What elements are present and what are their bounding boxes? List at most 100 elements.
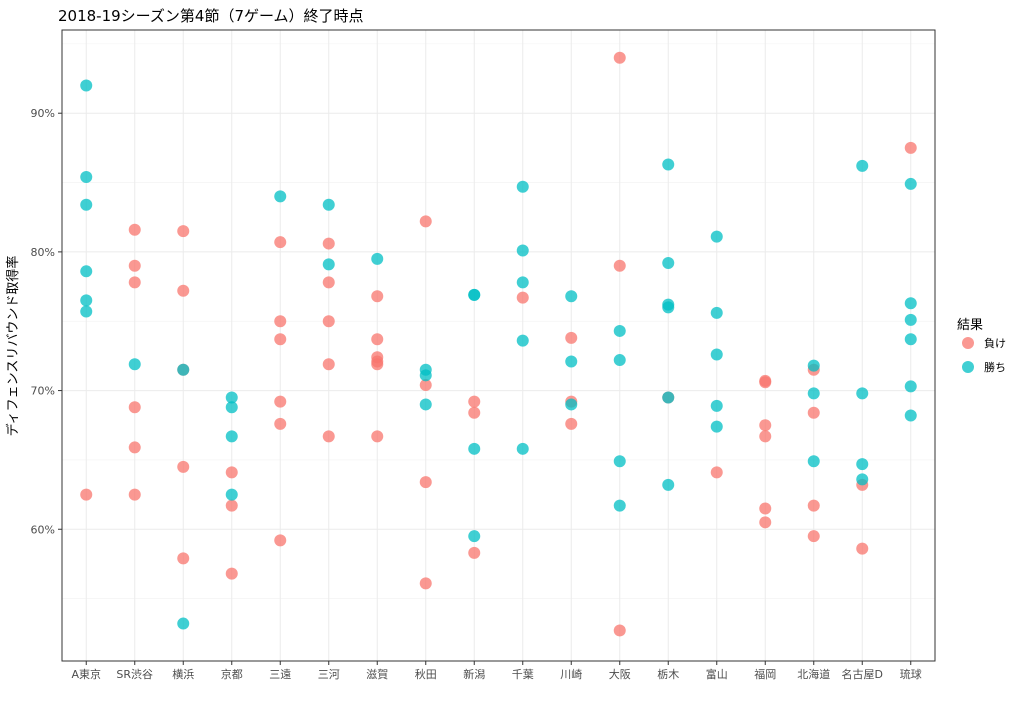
data-point (322, 358, 335, 371)
data-point (613, 499, 626, 512)
data-point (322, 198, 335, 211)
data-point (371, 358, 384, 371)
data-point (904, 141, 917, 154)
data-point (274, 315, 287, 328)
data-point (759, 376, 772, 389)
data-point (759, 430, 772, 443)
data-point (710, 399, 723, 412)
data-point (516, 442, 529, 455)
data-point (904, 380, 917, 393)
data-point (662, 478, 675, 491)
x-tick-label: 栃木 (657, 667, 679, 681)
data-point (225, 499, 238, 512)
y-tick-label: 60% (31, 523, 55, 536)
data-point (565, 355, 578, 368)
data-point (225, 488, 238, 501)
x-tick-label: 三河 (318, 668, 340, 681)
data-point (80, 305, 93, 318)
x-tick-label: 福岡 (754, 667, 776, 681)
data-point (322, 258, 335, 271)
data-point (613, 354, 626, 367)
data-point (613, 455, 626, 468)
data-point (371, 430, 384, 443)
data-point (613, 624, 626, 637)
data-point (710, 348, 723, 361)
data-point (322, 315, 335, 328)
data-point (177, 284, 190, 297)
minor-gridlines (62, 43, 935, 599)
data-point (856, 458, 869, 471)
data-point (419, 577, 432, 590)
y-axis: 60% 70% 80% 90% (31, 107, 62, 536)
data-point (807, 387, 820, 400)
x-tick-label: 千葉 (512, 667, 534, 681)
plot-border (61, 29, 936, 662)
data-point (225, 401, 238, 414)
y-axis-label: ディフェンスリバウンド取得率 (5, 256, 21, 437)
data-point (904, 177, 917, 190)
data-point (80, 294, 93, 307)
data-point (177, 460, 190, 473)
x-tick-label: 三遠 (269, 668, 291, 681)
data-point (516, 276, 529, 289)
data-point (468, 530, 481, 543)
data-point (128, 259, 141, 272)
data-point (759, 419, 772, 432)
data-point (322, 430, 335, 443)
data-point (565, 398, 578, 411)
data-point (565, 331, 578, 344)
data-point (128, 441, 141, 454)
data-point (322, 276, 335, 289)
data-point (274, 534, 287, 547)
data-point (371, 290, 384, 303)
data-point (419, 379, 432, 392)
data-point (565, 417, 578, 430)
data-point (710, 466, 723, 479)
major-gridlines (62, 30, 935, 661)
data-point (565, 290, 578, 303)
data-point (807, 359, 820, 372)
data-point (516, 180, 529, 193)
x-tick-label: 富山 (706, 667, 728, 681)
data-points (80, 51, 917, 637)
data-point (904, 313, 917, 326)
x-tick-label: 秋田 (415, 667, 437, 681)
data-point (662, 391, 675, 404)
legend-title: 結果 (957, 318, 983, 333)
data-point (662, 301, 675, 314)
x-tick-label: 滋賀 (366, 668, 388, 681)
data-point (807, 530, 820, 543)
plot-panel (62, 30, 935, 661)
data-point (177, 363, 190, 376)
x-tick-label: 琉球 (900, 667, 922, 681)
data-point (662, 256, 675, 269)
x-tick-label: 新潟 (463, 667, 485, 681)
data-point (710, 230, 723, 243)
data-point (516, 244, 529, 257)
data-point (274, 190, 287, 203)
data-point (371, 333, 384, 346)
data-point (613, 51, 626, 64)
data-point (468, 546, 481, 559)
data-point (80, 265, 93, 278)
data-point (80, 79, 93, 92)
data-point (904, 409, 917, 422)
data-point (807, 406, 820, 419)
data-point (177, 225, 190, 238)
data-point (419, 369, 432, 382)
data-point (710, 306, 723, 319)
data-point (225, 391, 238, 404)
data-point (613, 259, 626, 272)
y-tick-label: 80% (31, 246, 55, 259)
data-point (904, 297, 917, 310)
data-point (274, 333, 287, 346)
x-tick-label: SR渋谷 (116, 668, 153, 681)
x-tick-label: 北海道 (797, 667, 830, 681)
data-point (710, 420, 723, 433)
data-point (904, 333, 917, 346)
legend-label: 勝ち (984, 360, 1006, 374)
data-point (662, 158, 675, 171)
data-point (128, 401, 141, 414)
